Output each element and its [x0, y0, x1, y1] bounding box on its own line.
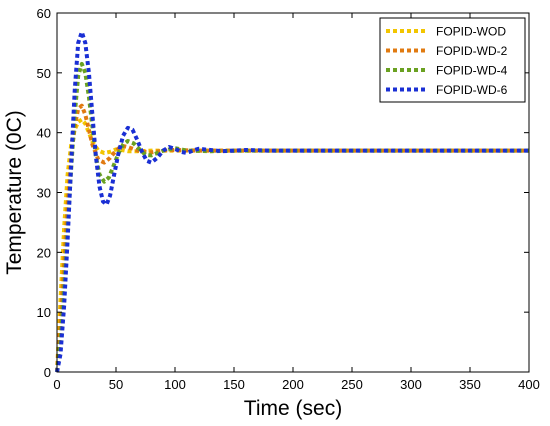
x-tick-label: 250 [341, 377, 363, 392]
y-tick-label: 50 [37, 66, 51, 81]
x-tick-label: 400 [518, 377, 540, 392]
x-tick-label: 200 [282, 377, 304, 392]
legend: FOPID-WOD FOPID-WD-2 FOPID-WD-4 FOPID-WD-6 [379, 17, 526, 103]
x-tick-label: 300 [400, 377, 422, 392]
series-line-3 [55, 61, 529, 373]
y-tick-label: 20 [37, 245, 51, 260]
y-tick-label: 60 [37, 6, 51, 21]
series-line-4 [55, 30, 529, 373]
y-tick-label: 0 [44, 365, 51, 380]
x-axis-title: Time (sec) [244, 397, 342, 420]
y-axis-title: Temperature (0C) [3, 110, 26, 275]
legend-box [379, 17, 526, 103]
series-layer [55, 30, 529, 373]
y-tick-label: 10 [37, 305, 51, 320]
x-tick-label: 100 [164, 377, 186, 392]
legend-label: FOPID-WD-2 [436, 44, 508, 58]
x-tick-label: 50 [109, 377, 123, 392]
legend-label: FOPID-WD-6 [436, 83, 508, 97]
y-tick-label: 40 [37, 126, 51, 141]
legend-label: FOPID-WOD [436, 25, 506, 39]
x-tick-label: 350 [459, 377, 481, 392]
x-tick-label: 150 [223, 377, 245, 392]
legend-label: FOPID-WD-4 [436, 64, 508, 78]
tick-layer: 0 50 100 150 200 250 300 350 400 0 10 20 30 40 50 60 [37, 6, 540, 392]
y-tick-label: 30 [37, 186, 51, 201]
x-tick-label: 0 [53, 377, 60, 392]
